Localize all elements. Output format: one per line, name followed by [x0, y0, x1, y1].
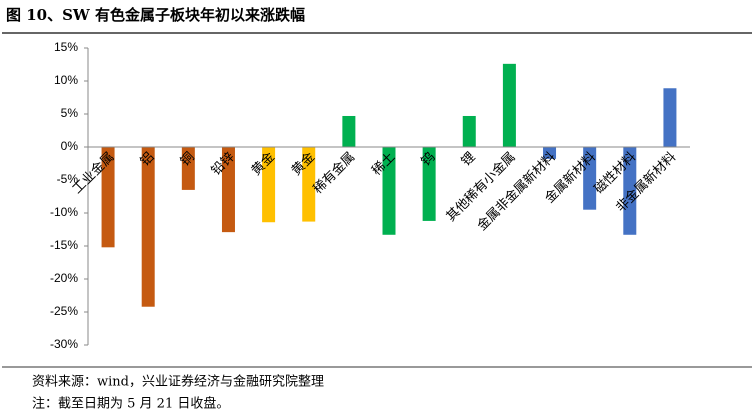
y-tick-label: 5%	[61, 106, 79, 120]
bar	[462, 115, 476, 147]
chart-title: 图 10、SW 有色金属子板块年初以来涨跌幅	[6, 6, 305, 24]
bar	[342, 115, 356, 147]
bar	[101, 147, 115, 248]
x-tick-label: 其他稀有小金属	[443, 149, 519, 225]
y-tick-label: 10%	[54, 73, 78, 87]
y-tick-label: -10%	[50, 205, 78, 219]
y-tick-label: 15%	[54, 40, 78, 54]
note: 注：截至日期为 5 月 21 日收盘。	[32, 396, 229, 412]
bar	[543, 147, 557, 159]
y-tick-label: -30%	[50, 337, 78, 351]
bar	[181, 147, 195, 190]
bar	[623, 147, 637, 235]
y-tick-label: -20%	[50, 271, 78, 285]
y-tick-label: -5%	[57, 172, 79, 186]
y-tick-label: 0%	[61, 139, 79, 153]
x-tick-label: 稀有金属	[310, 149, 358, 197]
x-tick-label: 锂	[459, 150, 479, 170]
bar	[262, 147, 276, 223]
bar	[382, 147, 396, 235]
bar	[422, 147, 436, 221]
y-tick-label: -15%	[50, 238, 78, 252]
source: 资料来源：wind，兴业证券经济与金融研究院整理	[32, 374, 324, 390]
y-tick-label: -25%	[50, 304, 78, 318]
bar	[583, 147, 597, 210]
bar	[302, 147, 316, 222]
bar	[663, 88, 677, 147]
bar	[502, 63, 516, 148]
bar	[141, 147, 155, 307]
bar	[221, 147, 235, 233]
